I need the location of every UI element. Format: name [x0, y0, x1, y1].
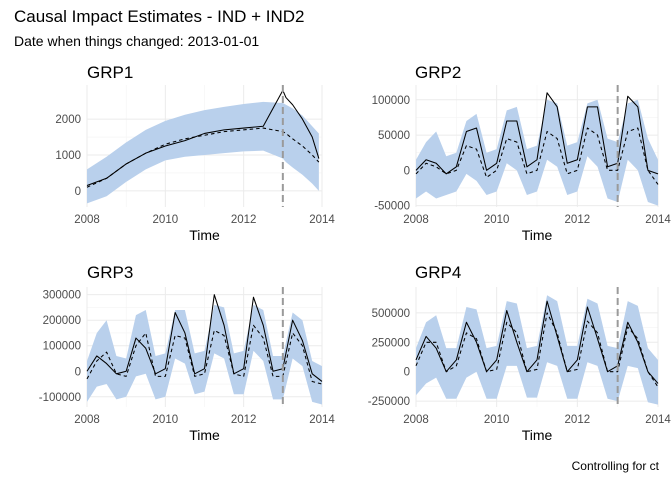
y-tick-label: 2000 [55, 114, 81, 126]
x-axis-title: Time [189, 427, 220, 443]
panel-grp4: -250000 0 250000 500000 2008 2010 2012 2014 Time… [368, 263, 672, 443]
x-tick-label: 2008 [403, 214, 429, 226]
y-tick-label: 0 [404, 367, 410, 379]
x-tick-label: 2010 [153, 214, 179, 226]
caption: Controlling for ct [571, 459, 659, 473]
x-tick-label: 2008 [74, 214, 100, 226]
page-title: Causal Impact Estimates - IND + IND2 [14, 7, 305, 26]
y-tick-label: 300000 [43, 290, 81, 302]
panel-grp3: -100000 0 100000 200000 300000 2008 2010 2012 20… [39, 263, 336, 443]
predicted-line [415, 312, 659, 388]
confidence-band [416, 99, 658, 206]
x-tick-label: 2012 [565, 214, 591, 226]
confidence-band [87, 304, 322, 405]
y-tick-label: 250000 [372, 337, 410, 349]
page-subtitle: Date when things changed: 2013-01-01 [14, 33, 260, 49]
y-tick-label: 0 [75, 186, 81, 198]
y-tick-label: 500000 [372, 308, 410, 320]
y-tick-label: 1000 [55, 150, 81, 162]
confidence-band [87, 101, 319, 204]
y-tick-label: -250000 [368, 396, 410, 408]
actual-line [86, 89, 320, 186]
panel-title: GRP2 [415, 63, 461, 82]
panel-title: GRP4 [415, 263, 461, 282]
x-tick-label: 2010 [153, 414, 179, 426]
y-tick-label: 100000 [372, 95, 410, 107]
x-tick-label: 2010 [484, 214, 510, 226]
x-tick-label: 2008 [403, 414, 429, 426]
x-tick-label: 2012 [231, 414, 257, 426]
x-tick-label: 2012 [565, 414, 591, 426]
x-tick-label: 2014 [645, 414, 671, 426]
panel-grp1: 0 1000 2000 2008 2010 2012 2014 Time GRP1 [55, 63, 335, 243]
x-tick-label: 2014 [309, 214, 335, 226]
predicted-line [415, 127, 659, 185]
x-tick-label: 2012 [231, 214, 257, 226]
x-tick-label: 2014 [309, 414, 335, 426]
x-axis-title: Time [522, 227, 553, 243]
y-tick-label: 100000 [43, 341, 81, 353]
confidence-band [416, 295, 658, 405]
y-tick-label: 0 [75, 366, 81, 378]
panel-title: GRP3 [87, 263, 133, 282]
y-tick-label: -100000 [39, 392, 81, 404]
panel-grp2: -50000 0 50000 100000 2008 2010 2012 2014 Time GR… [372, 63, 672, 243]
y-tick-label: 200000 [43, 315, 81, 327]
x-axis-title: Time [522, 427, 553, 443]
panel-title: GRP1 [87, 63, 133, 82]
x-tick-label: 2010 [484, 414, 510, 426]
y-tick-label: 50000 [378, 130, 410, 142]
x-tick-label: 2014 [645, 214, 671, 226]
y-tick-label: 0 [404, 165, 410, 177]
x-tick-label: 2008 [74, 414, 100, 426]
x-axis-title: Time [189, 227, 220, 243]
y-tick-label: -50000 [374, 201, 410, 213]
